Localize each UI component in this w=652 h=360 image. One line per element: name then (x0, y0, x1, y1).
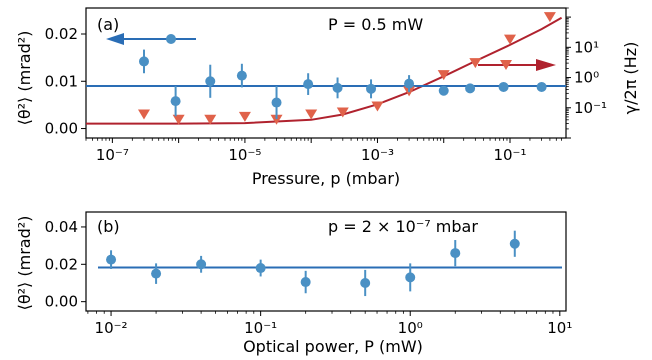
y-tick-label: 0.02 (45, 25, 78, 43)
right-arrow-head (536, 59, 556, 71)
x-tick-label: 10⁻¹ (244, 319, 277, 337)
data-point (332, 82, 343, 93)
data-point (404, 78, 415, 89)
data-point (196, 259, 207, 270)
data-point (465, 83, 476, 94)
panel-a-label: (a) (97, 15, 119, 34)
right-arrow-marker (500, 60, 512, 70)
data-point (170, 96, 181, 107)
panel-a-axes: 10⁻⁷ 10⁻⁵ 10⁻³ 10⁻¹ 0.00 0.01 0.02 10⁻¹ 10⁰ 10¹ (45, 7, 607, 164)
data-point (360, 277, 371, 288)
right-tick-label: 10⁰ (574, 69, 599, 87)
gamma-point (305, 109, 318, 120)
data-point (106, 254, 117, 265)
data-point (138, 56, 149, 67)
panel-b-axes: 10⁻² 10⁻¹ 10⁰ 10¹ 0.00 0.02 0.04 (45, 211, 572, 337)
x-tick-label: 10⁻³ (361, 146, 394, 164)
gamma-point (437, 70, 450, 81)
plot-frame-b (85, 211, 567, 312)
x-tick-label: 10⁻⁵ (228, 146, 261, 164)
x-tick-label: 10⁰ (398, 319, 423, 337)
gamma-point (543, 12, 556, 23)
y-tick-label: 0.01 (45, 72, 78, 90)
panel-b-data (98, 230, 562, 297)
gamma-point (503, 34, 516, 45)
data-point (536, 81, 547, 92)
y-tick-label: 0.02 (45, 255, 78, 273)
left-arrow-marker (166, 34, 176, 44)
data-point (366, 83, 377, 94)
plot-frame-a (85, 7, 567, 139)
data-point (303, 79, 314, 90)
data-point (300, 277, 311, 288)
x-tick-label: 10⁻² (95, 319, 128, 337)
panel-a-ylabel-right: γ/2π (Hz) (621, 42, 640, 115)
panel-a-data (86, 12, 566, 125)
gamma-point (204, 114, 217, 125)
gamma-point (238, 111, 251, 122)
panel-a-annotation: P = 0.5 mW (328, 15, 423, 34)
right-tick-label: 10⁻¹ (574, 99, 607, 117)
panel-a: 10⁻⁷ 10⁻⁵ 10⁻³ 10⁻¹ 0.00 0.01 0.02 10⁻¹ 10⁰ 10¹ (… (15, 7, 640, 188)
gamma-point (371, 101, 384, 112)
gamma-point (469, 58, 482, 69)
panel-b-annotation: p = 2 × 10⁻⁷ mbar (328, 217, 478, 236)
panel-b: 10⁻² 10⁻¹ 10⁰ 10¹ 0.00 0.02 0.04 (b) p = 2 × 1… (15, 211, 572, 356)
data-point (405, 272, 416, 283)
data-point (438, 85, 449, 96)
data-point (509, 238, 520, 249)
gamma-point (270, 114, 283, 125)
data-point (236, 70, 247, 81)
data-point (498, 81, 509, 92)
panel-b-ylabel-left: ⟨θ²⟩ (mrad²) (15, 216, 34, 311)
data-point (151, 268, 162, 279)
data-point (205, 76, 216, 87)
panel-b-xlabel: Optical power, P (mW) (243, 337, 423, 356)
panel-a-xlabel: Pressure, p (mbar) (252, 169, 400, 188)
y-tick-label: 0.00 (45, 293, 78, 311)
x-tick-label: 10¹ (547, 319, 572, 337)
x-tick-label: 10⁻⁷ (96, 146, 129, 164)
panel-a-ylabel-left: ⟨θ²⟩ (mrad²) (15, 31, 34, 126)
gamma-point (336, 107, 349, 118)
gamma-fit-line (86, 16, 563, 125)
data-point (271, 97, 282, 108)
gamma-point (172, 114, 185, 125)
y-tick-label: 0.04 (45, 218, 78, 236)
y-tick-label: 0.00 (45, 120, 78, 138)
right-tick-label: 10¹ (574, 38, 599, 56)
gamma-point (137, 109, 150, 120)
x-tick-label: 10⁻¹ (493, 146, 526, 164)
left-arrow-head (106, 33, 124, 45)
data-point (255, 263, 266, 274)
panel-b-label: (b) (97, 217, 120, 236)
data-point (450, 248, 461, 259)
